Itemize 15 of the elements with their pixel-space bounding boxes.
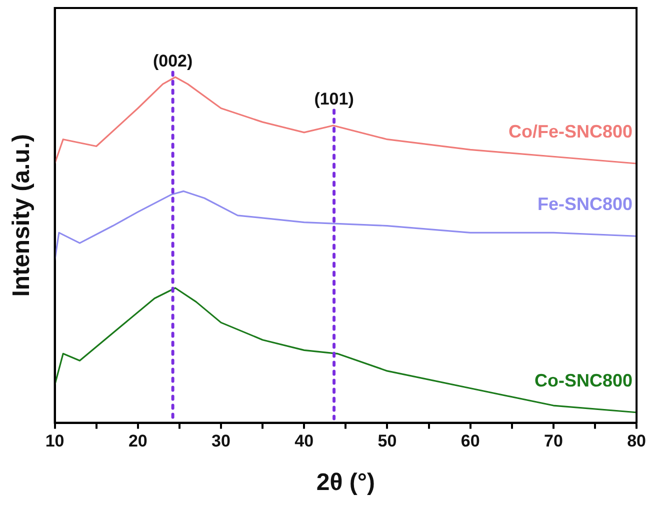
annotation: (002)	[152, 51, 193, 70]
x-tick-label: 80	[627, 432, 646, 451]
x-tick-label: 60	[460, 432, 480, 451]
x-tick-label: 40	[294, 432, 314, 451]
y-axis-title: Intensity (a.u.)	[8, 134, 36, 297]
x-tick-label: 20	[128, 432, 148, 451]
x-tick-label: 50	[378, 432, 397, 451]
x-tick-label: 10	[45, 432, 64, 451]
series-label: Co-SNC800	[534, 370, 633, 390]
series-label: Fe-SNC800	[538, 194, 633, 214]
x-axis-title: 2θ (°)	[316, 469, 375, 496]
x-tick-label: 30	[212, 432, 230, 451]
annotation: (101)	[314, 89, 354, 108]
series-label: Co/Fe-SNC800	[508, 122, 633, 142]
x-tick-label: 70	[544, 432, 563, 451]
